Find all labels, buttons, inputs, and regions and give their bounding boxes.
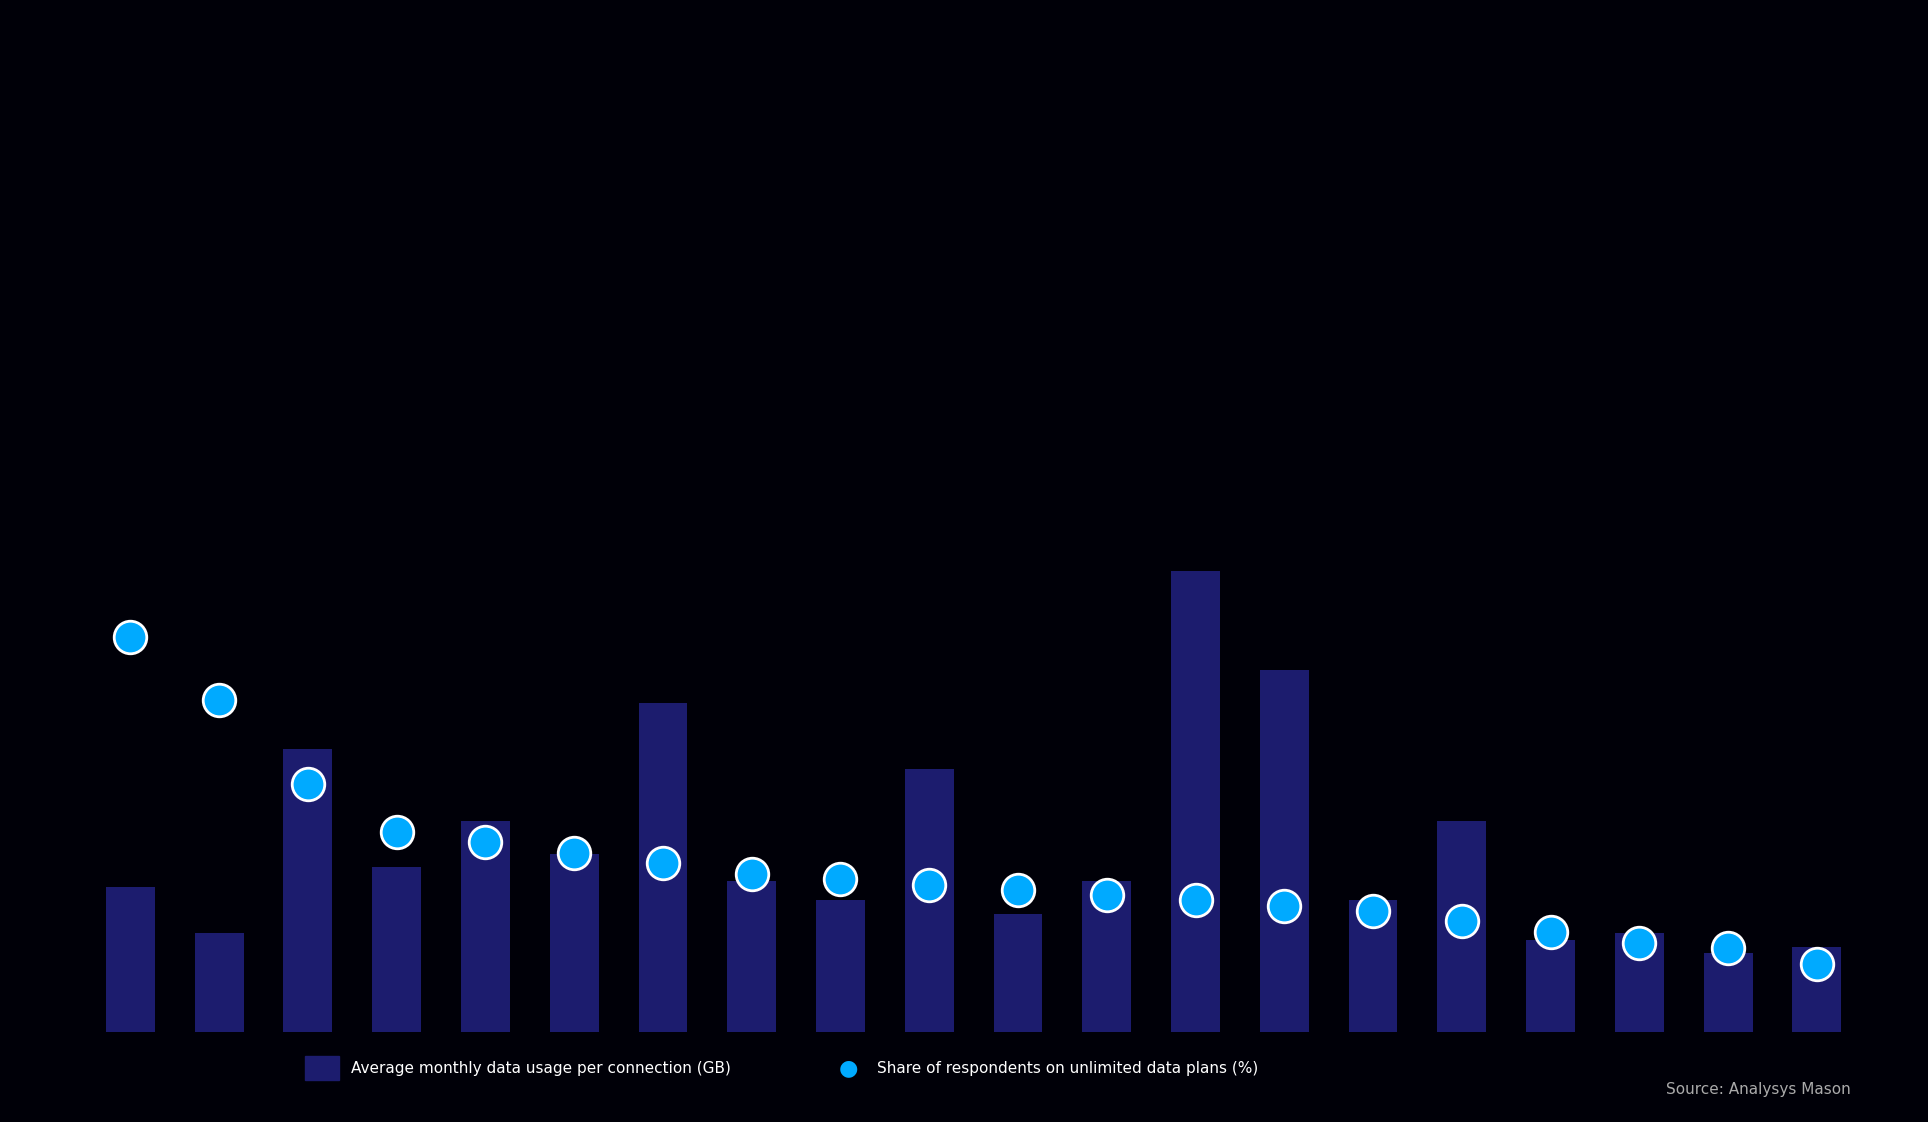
Point bbox=[1446, 912, 1477, 930]
Bar bbox=[1082, 881, 1132, 1032]
Bar bbox=[638, 702, 688, 1032]
Point bbox=[1357, 902, 1388, 920]
Text: Share of respondents on unlimited data plans (%): Share of respondents on unlimited data p… bbox=[877, 1060, 1259, 1076]
Point bbox=[382, 822, 413, 840]
Bar bbox=[1793, 947, 1841, 1032]
Bar bbox=[1350, 900, 1398, 1032]
Bar bbox=[195, 934, 243, 1032]
Point bbox=[736, 865, 767, 883]
Bar bbox=[904, 769, 954, 1032]
Point bbox=[1180, 891, 1211, 909]
Bar bbox=[461, 821, 509, 1032]
Point bbox=[1269, 896, 1299, 914]
Bar bbox=[106, 888, 154, 1032]
Bar bbox=[1704, 954, 1753, 1032]
Point bbox=[559, 844, 590, 862]
Bar bbox=[727, 881, 777, 1032]
Bar bbox=[1170, 571, 1220, 1032]
Point bbox=[1535, 923, 1566, 941]
Point bbox=[1712, 939, 1743, 957]
Point bbox=[293, 775, 324, 793]
Point bbox=[204, 691, 235, 709]
Bar bbox=[1438, 821, 1486, 1032]
Bar bbox=[1616, 934, 1664, 1032]
Point bbox=[825, 871, 856, 889]
Text: Source: Analysys Mason: Source: Analysys Mason bbox=[1666, 1083, 1851, 1097]
Point bbox=[1091, 886, 1122, 904]
Bar bbox=[816, 900, 866, 1032]
Bar bbox=[549, 854, 598, 1032]
Point bbox=[914, 875, 945, 893]
Bar bbox=[1527, 940, 1575, 1032]
Point bbox=[1003, 881, 1033, 899]
Bar bbox=[283, 748, 332, 1032]
Point bbox=[116, 628, 147, 646]
Text: Average monthly data usage per connection (GB): Average monthly data usage per connectio… bbox=[351, 1060, 731, 1076]
Bar bbox=[372, 867, 420, 1032]
Point bbox=[648, 855, 679, 873]
Point bbox=[1801, 955, 1832, 973]
Point bbox=[470, 834, 501, 852]
Point bbox=[1623, 934, 1654, 951]
Bar bbox=[993, 913, 1043, 1032]
Bar bbox=[1259, 670, 1309, 1032]
Text: ●: ● bbox=[839, 1058, 858, 1078]
